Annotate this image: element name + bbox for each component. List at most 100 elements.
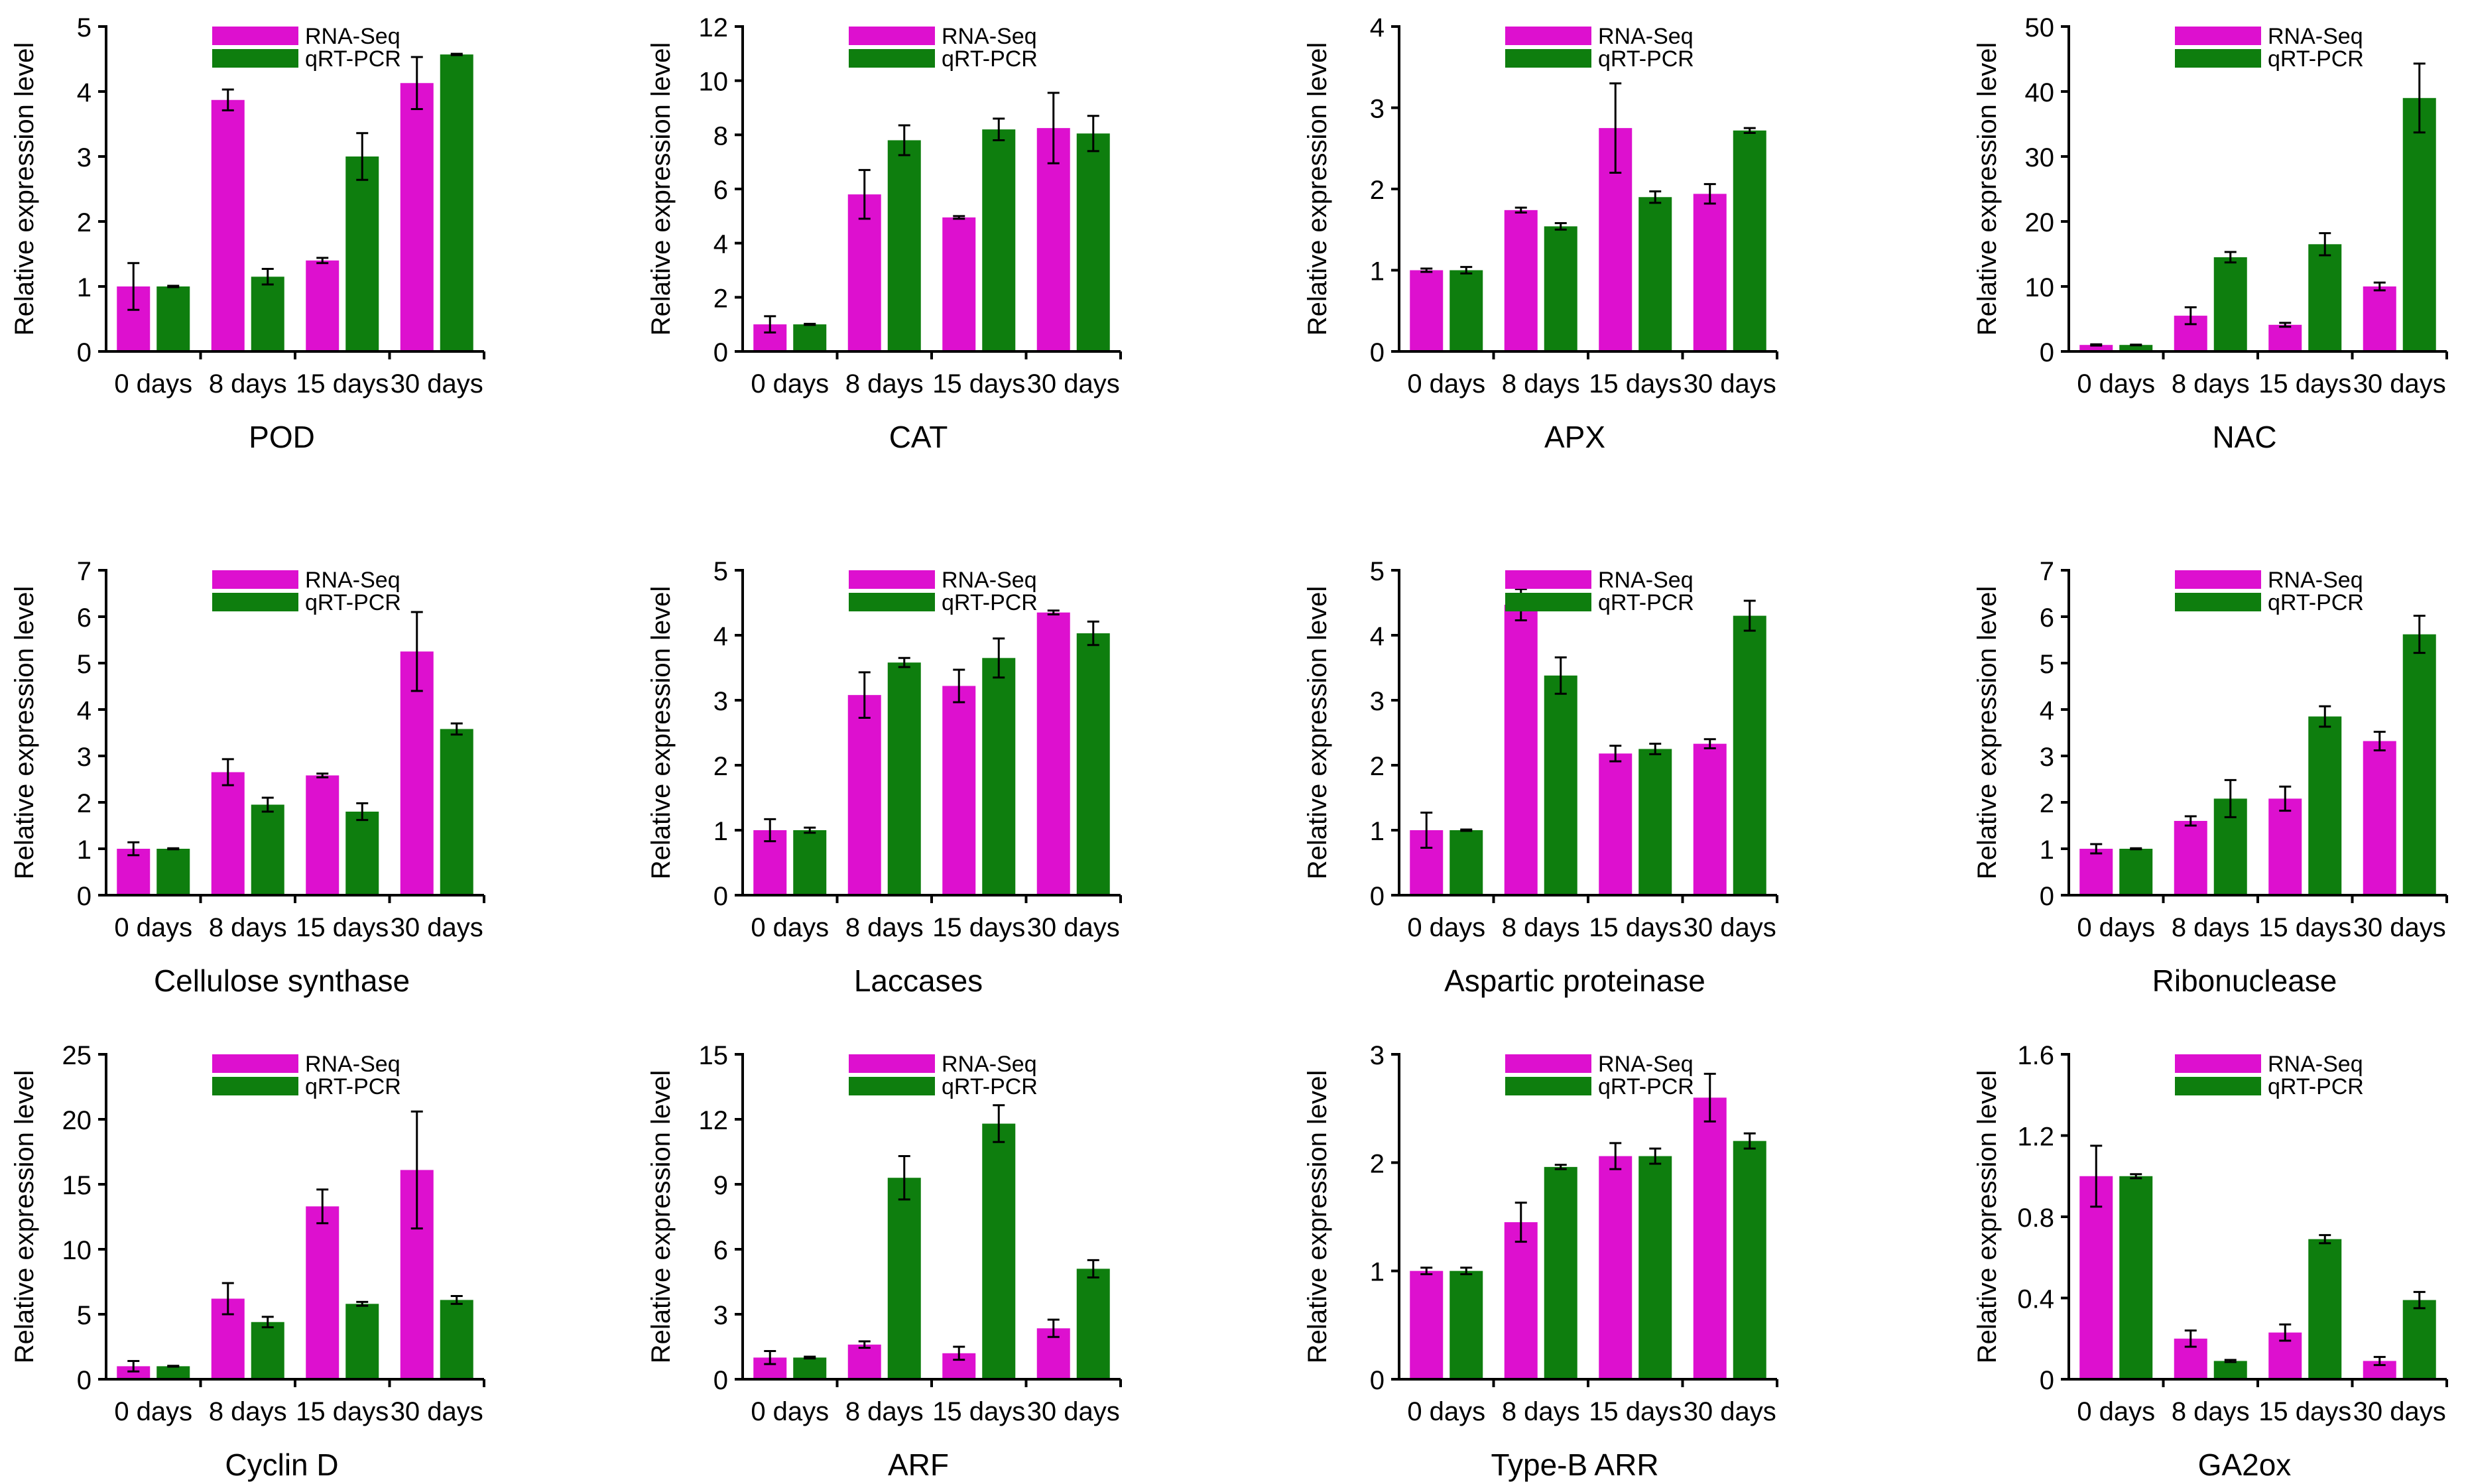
rna-seq-bar [847,1344,881,1379]
legend-swatch-rna-seq [2175,1054,2261,1073]
legend-swatch-rna-seq [2175,570,2261,589]
y-tick-label: 0 [1370,1366,1385,1395]
chart-title: Ribonuclease [2152,963,2337,998]
chart-panel-10: Relative expression level 0 3 6 9 12 15 0 days 8… [647,1041,1122,1482]
legend-swatch-qrt-pcr [1505,49,1591,68]
y-tick-label: 3 [2040,743,2054,772]
x-tick-label: 0 days [1407,1397,1485,1426]
legend-label-qrt-pcr: qRT-PCR [2268,590,2364,615]
x-tick-label: 30 days [1684,913,1776,942]
legend-label-qrt-pcr: qRT-PCR [305,590,401,615]
qrt-pcr-bar [793,1357,827,1379]
x-tick-label: 30 days [2353,1397,2446,1426]
rna-seq-bar [1504,1222,1538,1379]
x-tick-label: 0 days [751,369,829,399]
chart-panel-7: Relative expression level 0 1 2 3 4 5 0 days 8 d… [1303,557,1778,998]
legend-swatch-rna-seq [849,570,935,589]
rna-seq-bar [2079,345,2113,351]
legend-label-rna-seq: RNA-Seq [942,568,1037,593]
x-tick-label: 30 days [2353,913,2446,942]
qrt-pcr-bar [2402,634,2436,895]
qrt-pcr-bar [793,830,827,895]
legend-label-qrt-pcr: qRT-PCR [305,46,401,72]
qrt-pcr-bar [156,1366,190,1379]
x-tick-label: 0 days [2077,1397,2155,1426]
y-tick-label: 1 [1370,817,1385,846]
legend-swatch-rna-seq [849,1054,935,1073]
y-tick-label: 9 [713,1171,728,1200]
y-tick-label: 15 [62,1171,92,1200]
chart-panel-9: Relative expression level 0 5 10 15 20 25 0 day… [10,1041,485,1482]
y-tick-label: 10 [62,1236,92,1265]
y-tick-label: 1 [2040,835,2054,865]
y-tick-label: 0 [77,338,92,367]
x-tick-label: 15 days [296,1397,389,1426]
x-tick-label: 15 days [1589,369,1682,399]
x-tick-label: 30 days [1027,369,1120,399]
y-tick-label: 2 [77,208,92,237]
legend-label-rna-seq: RNA-Seq [305,568,401,593]
y-axis-label: Relative expression level [10,1070,39,1363]
chart-title: NAC [2212,420,2276,454]
x-tick-label: 8 days [2172,913,2250,942]
rna-seq-bar [306,260,339,351]
legend-label-qrt-pcr: qRT-PCR [942,590,1038,615]
x-tick-label: 15 days [2258,1397,2351,1426]
rna-seq-bar [211,99,245,352]
qrt-pcr-bar [345,812,379,895]
y-tick-label: 5 [2040,650,2054,679]
qrt-pcr-bar [2308,244,2342,351]
y-tick-label: 1.6 [2017,1041,2054,1070]
legend-swatch-rna-seq [849,27,935,45]
qrt-pcr-bar [1449,830,1483,895]
qrt-pcr-bar [1076,1268,1110,1379]
x-tick-label: 0 days [751,1397,829,1426]
x-tick-label: 0 days [114,369,192,399]
y-tick-label: 10 [2025,273,2055,302]
legend-label-rna-seq: RNA-Seq [2268,24,2363,49]
chart-title: Type-B ARR [1491,1448,1658,1482]
rna-seq-bar [1693,194,1727,351]
y-tick-label: 0 [1370,338,1385,367]
qrt-pcr-bar [1449,1270,1483,1379]
y-tick-label: 15 [699,1041,729,1070]
rna-seq-bar [400,651,434,895]
y-tick-label: 1 [713,817,728,846]
legend-swatch-qrt-pcr [849,593,935,611]
y-tick-label: 5 [1370,557,1385,586]
qrt-pcr-bar [1544,1166,1577,1379]
x-tick-label: 8 days [845,369,924,399]
rna-seq-bar [1036,612,1070,895]
qrt-pcr-bar [2119,849,2153,895]
y-tick-label: 3 [713,1301,728,1330]
qrt-pcr-bar [982,658,1016,895]
rna-seq-bar [1599,1156,1633,1379]
y-tick-label: 30 [2025,143,2055,172]
legend-label-qrt-pcr: qRT-PCR [1598,46,1694,72]
y-tick-label: 2 [713,752,728,781]
qrt-pcr-bar [156,849,190,895]
rna-seq-bar [942,686,976,895]
y-tick-label: 4 [713,230,728,259]
qrt-pcr-bar [251,277,284,351]
qrt-pcr-bar [2402,1300,2436,1379]
qrt-pcr-bar [1733,130,1766,352]
y-tick-label: 8 [713,121,728,151]
y-axis-label: Relative expression level [1973,1070,2002,1363]
x-tick-label: 0 days [114,913,192,942]
x-tick-label: 8 days [845,1397,924,1426]
qrt-pcr-bar [1076,133,1110,351]
chart-title: ARF [888,1448,949,1482]
x-tick-label: 8 days [209,369,287,399]
legend-label-qrt-pcr: qRT-PCR [305,1074,401,1099]
qrt-pcr-bar [440,1300,473,1379]
rna-seq-bar [1504,604,1538,895]
chart-panel-2: Relative expression level 0 2 4 6 8 10 12 0 days… [647,13,1122,454]
y-tick-label: 3 [1370,687,1385,716]
x-tick-label: 0 days [114,1397,192,1426]
y-tick-label: 25 [62,1041,92,1070]
legend-swatch-rna-seq [212,27,298,45]
rna-seq-bar [117,1366,151,1379]
legend-label-qrt-pcr: qRT-PCR [1598,1074,1694,1099]
